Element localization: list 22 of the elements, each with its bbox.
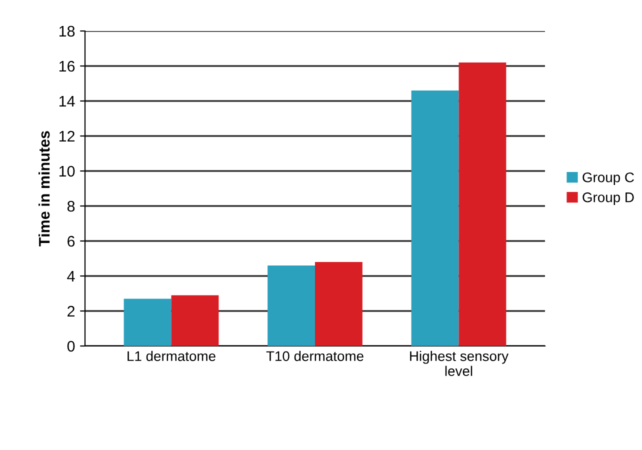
y-tick-label: 10	[59, 166, 75, 177]
y-tick-label: 12	[59, 130, 75, 142]
legend-label: Group C	[582, 172, 634, 186]
bar	[411, 90, 459, 346]
y-tick-label: 4	[67, 271, 75, 282]
y-tick-label: 6	[68, 236, 75, 247]
bar	[458, 62, 506, 346]
bar	[124, 298, 172, 346]
y-tick-label: 18	[59, 26, 75, 37]
bar	[315, 262, 362, 346]
bar	[171, 295, 219, 346]
y-axis-title: Time in minutes	[38, 131, 50, 246]
x-tick-label: L1 dermatome	[128, 350, 216, 362]
y-tick-label: 16	[59, 60, 75, 72]
x-tick-label: T10 dermatome	[266, 350, 364, 362]
legend-label: Group D	[582, 192, 634, 205]
bar	[268, 266, 315, 346]
y-tick-label: 8	[67, 200, 75, 212]
y-tick-label: 2	[68, 306, 75, 317]
x-tick-label: Highest sensory level	[410, 350, 509, 376]
y-tick-label: 0	[67, 340, 75, 352]
y-tick-label: 14	[59, 96, 75, 107]
